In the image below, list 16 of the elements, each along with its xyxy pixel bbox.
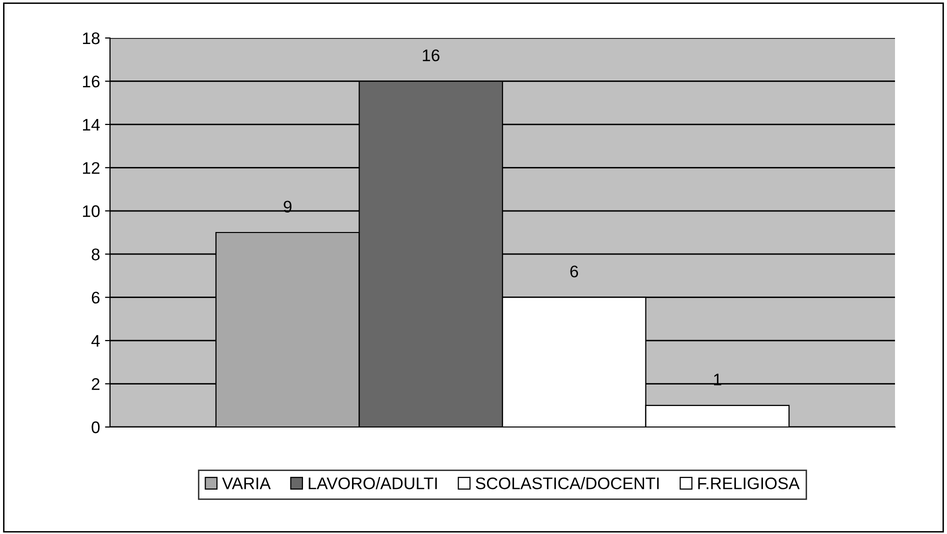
y-tick-label: 18 [83, 32, 100, 44]
y-tick-label: 0 [92, 421, 100, 434]
y-tick-label: 16 [83, 76, 100, 88]
y-tick-label: 4 [91, 335, 100, 347]
data-label: 6 [570, 266, 578, 278]
y-tick-label: 14 [83, 119, 100, 130]
legend-label: F.RELIGIOSA [698, 477, 800, 490]
legend-label: VARIA [222, 478, 271, 490]
legend-label: SCOLASTICA/DOCENTI [476, 477, 659, 490]
legend-label: LAVORO/ADULTI [308, 477, 437, 490]
y-tick-label: 6 [92, 292, 100, 304]
y-tick-label: 12 [83, 162, 100, 174]
y-tick-label: 2 [92, 378, 100, 390]
y-tick-label: 8 [92, 248, 100, 260]
data-label: 16 [422, 49, 440, 62]
y-tick-label: 10 [83, 205, 100, 218]
